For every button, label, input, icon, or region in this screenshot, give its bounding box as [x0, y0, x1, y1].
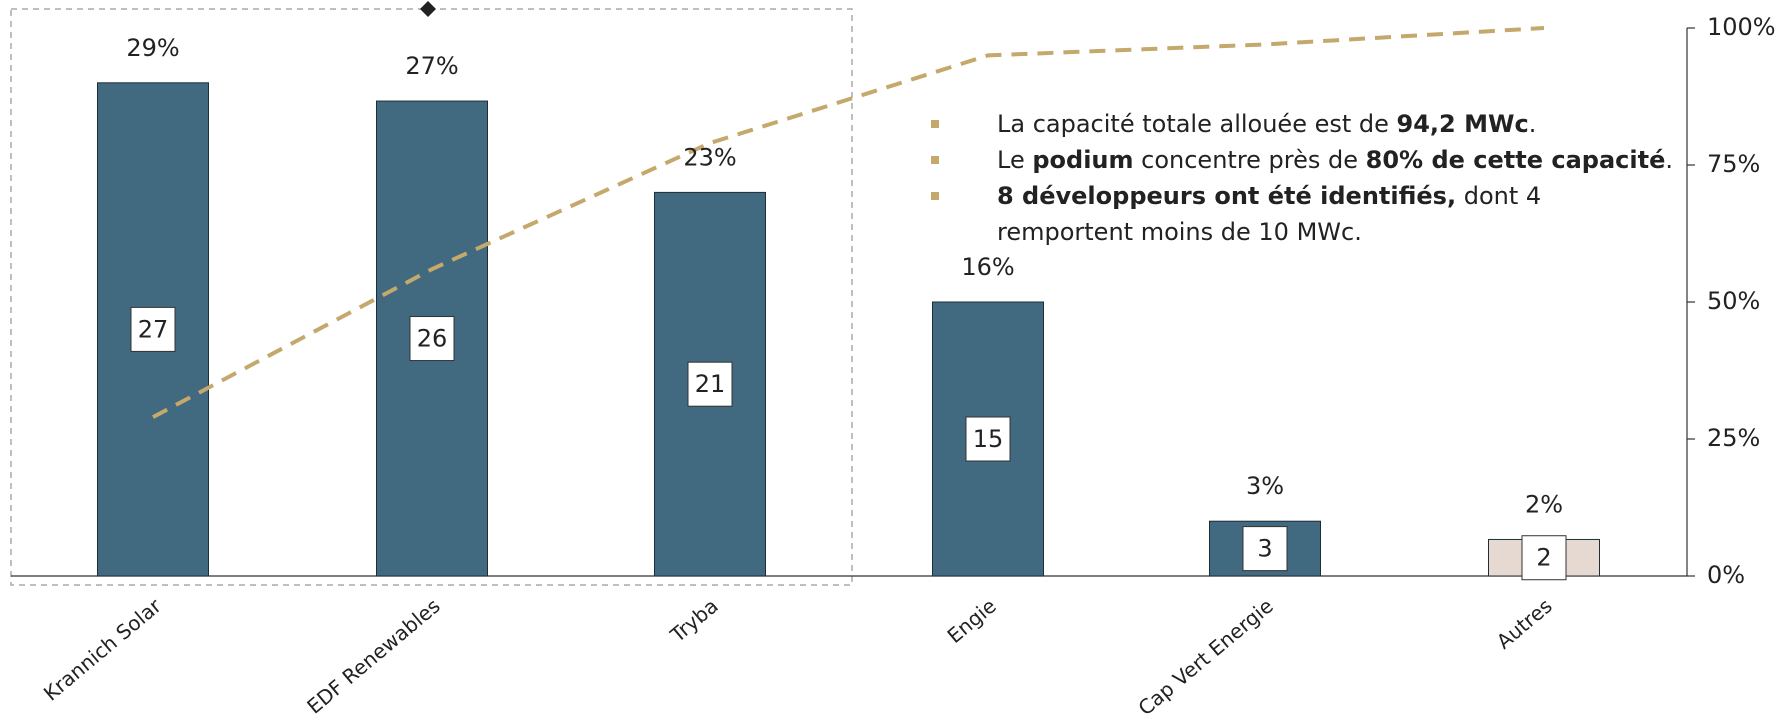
note-text: podium [1032, 146, 1134, 174]
note-text: dont 4 remportent moins de 10 MWc. [997, 182, 1542, 246]
note-text: 80% de cette capacité [1365, 146, 1666, 174]
share-label: 2% [1525, 490, 1563, 518]
value-box [1521, 535, 1567, 581]
note-text: . [1528, 110, 1537, 138]
notes: La capacité totale allouée est de 94,2 M… [931, 106, 1677, 250]
value-box [1242, 526, 1288, 572]
y2-tick-label: 0% [1707, 561, 1745, 589]
box-handle [420, 1, 436, 17]
note-text: Le [997, 146, 1033, 174]
value-box [965, 416, 1011, 462]
y2-tick-label: 75% [1707, 150, 1760, 178]
note-text: 94,2 MWc [1396, 110, 1529, 138]
value-box [130, 306, 176, 352]
y2-tick-label: 25% [1707, 424, 1760, 452]
note-text: concentre près de [1133, 146, 1366, 174]
y2-tick-label: 50% [1707, 287, 1760, 315]
value-box [687, 361, 733, 407]
value-label: 26 [417, 325, 448, 353]
x-tick-label: Cap Vert Energie [1133, 594, 1277, 716]
note-text: . [1665, 146, 1673, 174]
x-tick-label: Krannich Solar [39, 593, 166, 705]
note: Le podium concentre près de 80% de cette… [931, 142, 1677, 178]
x-tick-label: Tryba [665, 594, 723, 648]
x-tick-label: EDF Renewables [302, 594, 444, 716]
share-label: 23% [683, 143, 736, 171]
value-label: 15 [973, 425, 1004, 453]
y2-tick-label: 100% [1707, 13, 1776, 41]
note: La capacité totale allouée est de 94,2 M… [931, 106, 1677, 142]
value-box [409, 316, 455, 362]
value-label: 3 [1257, 535, 1272, 563]
x-tick-label: Autres [1492, 594, 1557, 654]
x-tick-label: Engie [943, 594, 1001, 648]
share-label: 16% [961, 253, 1014, 281]
share-label: 3% [1246, 472, 1284, 500]
share-label: 27% [405, 52, 458, 80]
value-label: 2 [1536, 544, 1551, 572]
cumulative-line [152, 26, 1545, 419]
value-label: 21 [695, 370, 726, 398]
note-text: La capacité totale allouée est de [997, 110, 1397, 138]
note-text: 8 développeurs ont été identifiés, [997, 182, 1457, 210]
share-label: 29% [126, 34, 179, 62]
note: 8 développeurs ont été identifiés, dont … [931, 178, 1677, 250]
value-label: 27 [138, 315, 169, 343]
